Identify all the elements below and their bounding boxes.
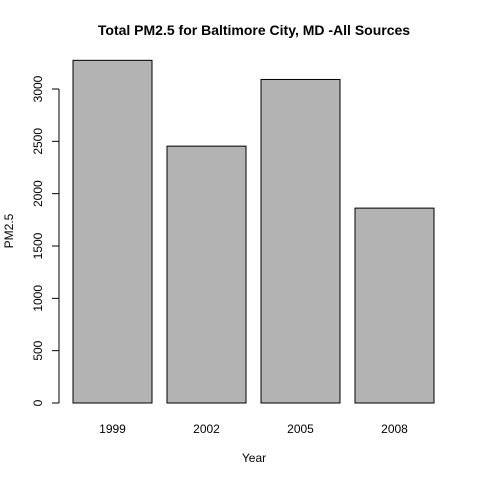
y-tick-label-1000: 1000 xyxy=(31,285,45,312)
y-tick-label-0: 0 xyxy=(31,399,45,406)
bars-group xyxy=(72,59,435,404)
bar-2005 xyxy=(260,78,341,404)
bar-2008 xyxy=(354,207,435,404)
x-tick-label-2005: 2005 xyxy=(287,422,314,436)
x-tick-labels: 1999 2002 2005 2008 xyxy=(99,422,408,436)
y-tick-label-3000: 3000 xyxy=(31,75,45,102)
bar-1999 xyxy=(72,59,153,404)
x-tick-label-2008: 2008 xyxy=(381,422,408,436)
y-axis-label: PM2.5 xyxy=(2,213,16,248)
y-tick-label-2500: 2500 xyxy=(31,128,45,155)
chart-title: Total PM2.5 for Baltimore City, MD -All … xyxy=(98,22,410,38)
y-tick-label-1500: 1500 xyxy=(31,232,45,259)
bar-2002 xyxy=(166,145,247,404)
y-tick-label-2000: 2000 xyxy=(31,180,45,207)
x-tick-label-2002: 2002 xyxy=(193,422,220,436)
y-tick-label-500: 500 xyxy=(31,340,45,360)
x-axis-label: Year xyxy=(242,451,266,465)
y-axis: 0 500 1000 1500 2000 2500 3000 xyxy=(31,75,60,406)
x-tick-label-1999: 1999 xyxy=(99,422,126,436)
